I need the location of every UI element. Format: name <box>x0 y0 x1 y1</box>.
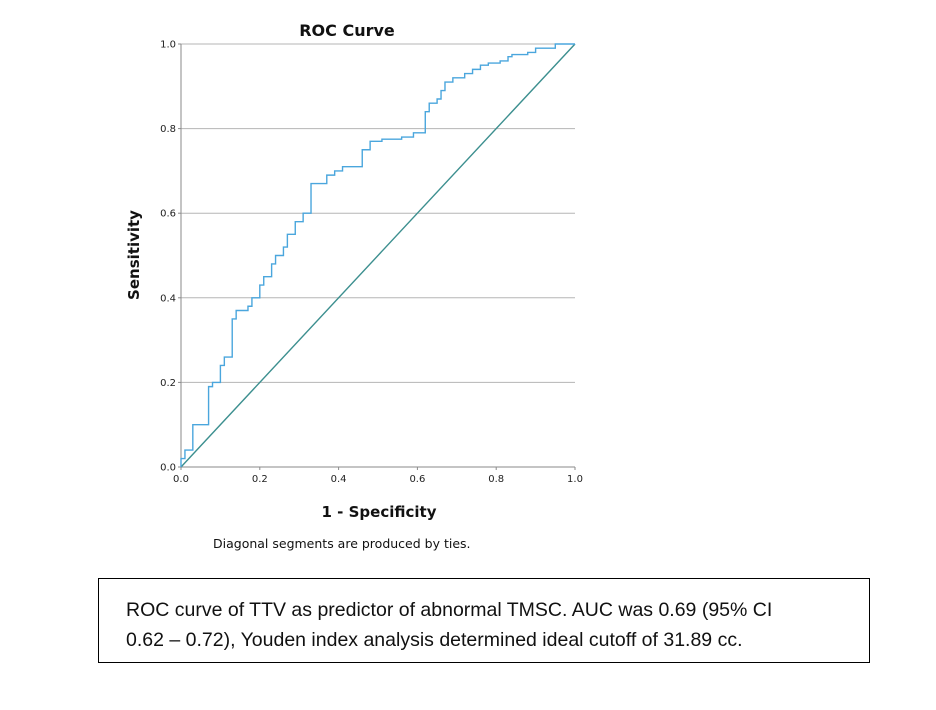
caption-line-1: ROC curve of TTV as predictor of abnorma… <box>126 599 773 621</box>
y-tick-label: 1.0 <box>160 40 176 51</box>
x-axis-title: 1 - Specificity <box>322 503 437 521</box>
grid-lines <box>181 43 575 383</box>
x-tick-label: 1.0 <box>567 474 583 485</box>
tick-labels: 0.0 0.2 0.4 0.6 0.8 1.0 0.0 0.2 0.4 0.6 0.8 1.0 <box>160 40 583 486</box>
reference-diagonal-line <box>180 43 576 468</box>
y-tick-label: 0.0 <box>160 463 176 474</box>
axes <box>178 43 576 470</box>
y-tick-label: 0.6 <box>160 209 176 220</box>
x-tick-label: 0.4 <box>331 474 347 485</box>
y-axis-title: Sensitivity <box>125 210 143 300</box>
y-tick-label: 0.2 <box>160 378 176 389</box>
y-tick-label: 0.4 <box>160 293 176 304</box>
diagonal-ties-note: Diagonal segments are produced by ties. <box>213 536 471 551</box>
x-tick-label: 0.0 <box>173 474 189 485</box>
x-tick-label: 0.6 <box>409 474 425 485</box>
figure-caption: ROC curve of TTV as predictor of abnorma… <box>98 578 870 663</box>
y-tick-label: 0.8 <box>160 124 176 135</box>
chart-title: ROC Curve <box>299 21 395 40</box>
x-tick-label: 0.2 <box>252 474 268 485</box>
roc-chart: 0.0 0.2 0.4 0.6 0.8 1.0 0.0 0.2 0.4 0.6 0.8 1.0 ROC… <box>125 21 583 521</box>
series-layer <box>180 43 576 468</box>
roc-curve-line <box>180 43 575 467</box>
x-tick-label: 0.8 <box>488 474 504 485</box>
caption-line-2: 0.62 – 0.72), Youden index analysis dete… <box>126 629 743 651</box>
